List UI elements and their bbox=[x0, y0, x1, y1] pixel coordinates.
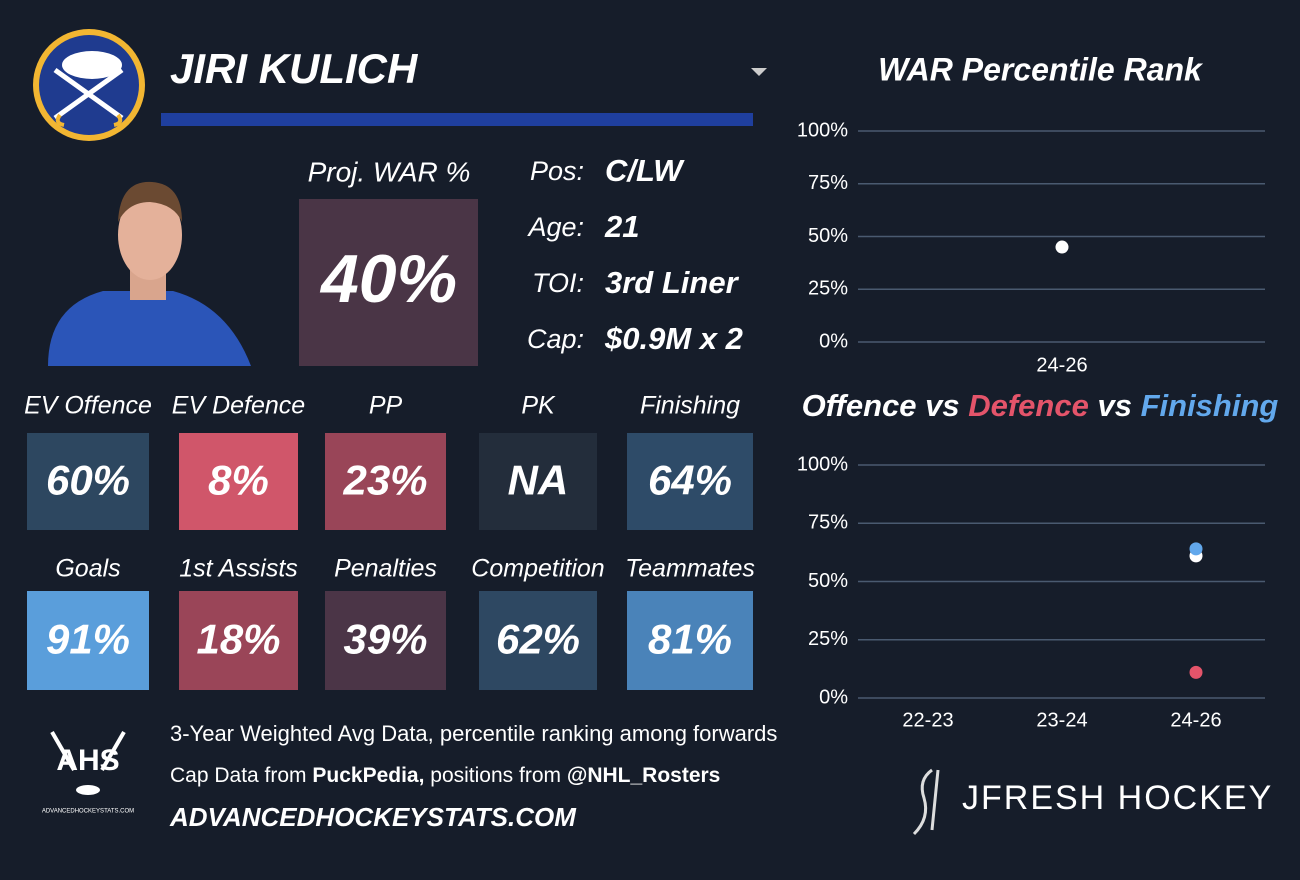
tile-value: 64% bbox=[648, 457, 732, 504]
brand-text: JFRESH HOCKEY bbox=[962, 779, 1273, 817]
info-list: Pos: C/LW Age: 21 TOI: 3rd Liner Cap: $0.9M x 2 bbox=[526, 153, 742, 356]
tile bbox=[27, 433, 149, 530]
proj-war-value: 40% bbox=[319, 241, 457, 317]
proj-war-label: Proj. WAR % bbox=[308, 156, 471, 187]
brand-logo: JFRESH HOCKEY bbox=[912, 768, 1273, 836]
ahs-logo: AHS ADVANCEDHOCKEYSTATS.COM bbox=[42, 730, 134, 815]
tile-label: PK bbox=[521, 392, 556, 420]
tile-label: Teammates bbox=[625, 555, 755, 583]
tile bbox=[179, 433, 298, 530]
info-label: TOI: bbox=[532, 268, 584, 298]
name-underline bbox=[161, 113, 753, 126]
point bbox=[1055, 240, 1069, 254]
tile-value: 62% bbox=[496, 616, 580, 663]
legend-entry: Defence bbox=[968, 388, 1089, 423]
tile bbox=[479, 433, 597, 530]
site-link[interactable]: ADVANCEDHOCKEYSTATS.COM bbox=[169, 802, 577, 832]
info-label: Pos: bbox=[530, 156, 584, 186]
tile-label: EV Defence bbox=[172, 392, 305, 420]
tile-label: Finishing bbox=[640, 392, 740, 420]
tile-label: EV Offence bbox=[24, 392, 152, 420]
tile-value: 81% bbox=[648, 616, 732, 663]
tile bbox=[627, 591, 753, 690]
tile-value: 18% bbox=[196, 616, 280, 663]
y-tick-label: 25% bbox=[808, 278, 848, 300]
tile-label: PP bbox=[369, 392, 403, 420]
y-tick-label: 50% bbox=[808, 570, 848, 592]
ahs-logo-text: AHS bbox=[56, 744, 119, 777]
info-label: Age: bbox=[526, 212, 584, 242]
player-name: JIRI KULICH bbox=[170, 45, 419, 92]
info-label: Cap: bbox=[527, 324, 584, 354]
y-tick-label: 0% bbox=[819, 330, 848, 352]
tile bbox=[325, 433, 446, 530]
chart: 0% 25% 50% 75% 100% 22-23 23-24 24-26 bbox=[797, 453, 1265, 731]
info-value: 3rd Liner bbox=[605, 265, 740, 300]
info-value: $0.9M x 2 bbox=[604, 321, 743, 356]
x-tick-label: 23-24 bbox=[1036, 709, 1087, 731]
point bbox=[1189, 665, 1203, 679]
credit-source[interactable]: PuckPedia, bbox=[312, 764, 424, 787]
tile-value: 23% bbox=[342, 457, 427, 504]
stat-tiles: EV Offence 60% EV Defence 8% PP 23% PK NA Finish… bbox=[24, 392, 755, 690]
team-logo bbox=[33, 29, 145, 141]
tile bbox=[627, 433, 753, 530]
footer-note: 3-Year Weighted Avg Data, percentile ran… bbox=[170, 721, 777, 746]
tile bbox=[179, 591, 298, 690]
info-value: 21 bbox=[604, 209, 639, 244]
tile-value: 8% bbox=[208, 457, 269, 504]
dropdown-arrow[interactable] bbox=[751, 68, 767, 76]
legend-entry: Finishing bbox=[1141, 388, 1279, 423]
chart-title: WAR Percentile Rank bbox=[878, 51, 1204, 87]
tile bbox=[27, 591, 149, 690]
tile-label: 1st Assists bbox=[179, 555, 298, 583]
legend-entry: Offence bbox=[802, 388, 917, 423]
tile-value: 60% bbox=[46, 457, 130, 504]
y-tick-label: 0% bbox=[819, 686, 848, 708]
y-tick-label: 100% bbox=[797, 119, 848, 141]
tile-value: 39% bbox=[343, 616, 427, 663]
x-tick-label: 24-26 bbox=[1036, 354, 1087, 376]
footer-credits: Cap Data from PuckPedia, positions from … bbox=[170, 764, 720, 787]
y-tick-label: 75% bbox=[808, 512, 848, 534]
tile-value: 91% bbox=[46, 616, 130, 663]
tile-label: Goals bbox=[55, 555, 120, 583]
y-tick-label: 75% bbox=[808, 172, 848, 194]
y-tick-label: 50% bbox=[808, 225, 848, 247]
y-tick-label: 25% bbox=[808, 628, 848, 650]
tile bbox=[325, 591, 446, 690]
credit-text: positions from bbox=[424, 764, 566, 787]
chart-title: Offence vs Defence vs Finishing bbox=[802, 388, 1279, 423]
x-tick-label: 24-26 bbox=[1170, 709, 1221, 731]
title-joiner: vs bbox=[925, 388, 959, 423]
title-joiner: vs bbox=[1097, 388, 1131, 423]
player-photo bbox=[48, 181, 251, 366]
credit-text: Cap Data from bbox=[170, 764, 312, 787]
chart: 0% 25% 50% 75% 100% 24-26 bbox=[797, 119, 1265, 376]
x-tick-label: 22-23 bbox=[902, 709, 953, 731]
credit-source[interactable]: @NHL_Rosters bbox=[567, 764, 721, 787]
tile-label: Competition bbox=[471, 555, 604, 583]
tile bbox=[479, 591, 597, 690]
info-value: C/LW bbox=[605, 153, 685, 188]
point bbox=[1189, 542, 1203, 556]
ahs-logo-sub: ADVANCEDHOCKEYSTATS.COM bbox=[42, 809, 134, 815]
tile-value: NA bbox=[508, 457, 569, 504]
y-tick-label: 100% bbox=[797, 453, 848, 475]
proj-war-box bbox=[299, 199, 478, 366]
tile-label: Penalties bbox=[334, 555, 437, 583]
